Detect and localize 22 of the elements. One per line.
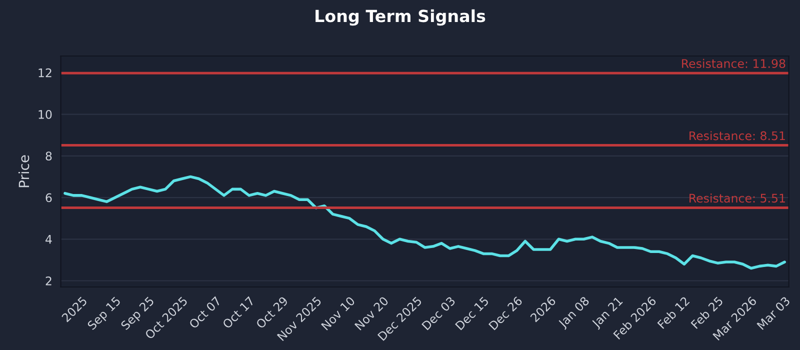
y-tick-label: 10: [38, 110, 52, 119]
y-tick-label: 12: [38, 68, 52, 78]
y-tick-label: 6: [46, 193, 52, 202]
ref-line-label: Resistance: 11.98: [682, 58, 786, 68]
x-tick-label: Sep 15: [86, 296, 123, 332]
x-tick-label: Dec 03: [421, 296, 456, 330]
y-tick-label: 4: [46, 235, 52, 244]
x-tick-label: Mar 03: [756, 296, 790, 330]
ref-line-label: Resistance: 8.51: [690, 131, 785, 140]
y-axis-title: Price: [18, 155, 30, 188]
y-tick-label: 8: [46, 152, 52, 161]
line-series: [64, 175, 786, 270]
x-tick-label: Nov 10: [320, 296, 356, 331]
ref-line-label: Resistance: 5.51: [690, 194, 785, 203]
x-tick-label: Oct 07: [188, 296, 222, 330]
y-tick-label: 2: [46, 276, 52, 286]
x-tick-label: Dec 26: [488, 296, 523, 330]
chart-title: Long Term Signals: [316, 9, 486, 26]
x-tick-label: Dec 15: [455, 296, 490, 330]
x-tick-label: Oct 17: [222, 296, 255, 330]
x-tick-label: Feb 12: [656, 296, 690, 330]
x-tick-label: Jan 08: [557, 296, 592, 330]
